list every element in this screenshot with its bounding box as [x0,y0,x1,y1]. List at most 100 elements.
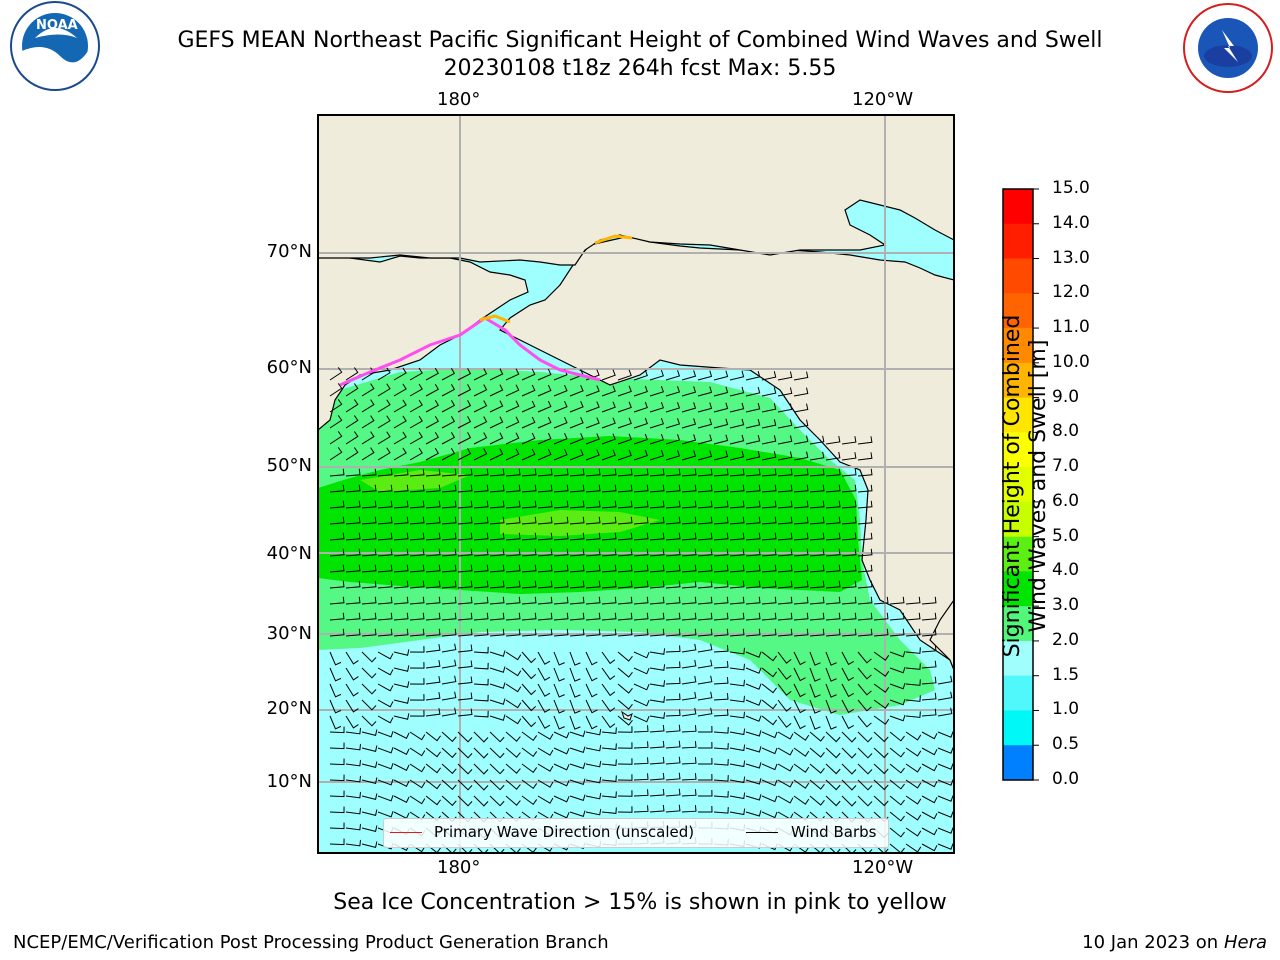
wind-barb [841,779,857,791]
wind-barb [825,468,841,477]
wind-barb [617,699,633,710]
wind-barb [713,548,729,557]
wind-barb [409,564,425,573]
wind-barb [601,484,617,493]
wind-barb [441,795,457,807]
wind-barb [473,694,489,702]
wind-barb [649,740,665,749]
wind-barb [665,740,681,749]
wind-barb [761,628,777,637]
wind-barb [745,548,761,557]
wind-barb [329,683,342,698]
wind-barb [857,468,873,477]
colorbar-tick-label: 5.0 [1052,525,1080,546]
wind-barb [441,500,457,509]
wind-barb [409,383,423,397]
wind-barb [617,758,633,765]
wind-barb [345,383,359,397]
wind-barb [745,418,761,429]
wind-barb [489,500,505,509]
wind-barb [521,416,536,429]
wind-barb [345,468,361,477]
wind-barb [329,431,343,445]
wind-barb [409,516,425,525]
wind-barb [393,596,409,605]
wind-barb [777,747,794,756]
wind-barb [441,612,457,621]
wind-barb [873,763,889,775]
wind-barb [809,548,825,557]
wind-barb [681,757,697,765]
wind-barb [777,500,793,509]
wind-barb [521,368,536,381]
wind-barb [777,435,793,445]
wind-barb [857,532,873,541]
wind-barb [393,532,409,541]
wind-barb [697,773,713,781]
wind-barb [537,564,553,573]
wind-barb [873,628,889,637]
wind-barb [649,580,665,589]
wind-barb [649,772,665,781]
wind-barb [793,651,806,666]
wind-barb [937,827,954,834]
wind-barb [601,791,617,798]
wind-barb [521,564,537,573]
wind-barb [713,500,729,509]
wind-barb [505,500,521,509]
wind-barb [793,435,809,445]
wind-barb [633,757,649,765]
wind-barb [633,683,650,691]
wind-barb [793,612,809,621]
wind-barb [841,564,857,573]
wind-barb [441,548,457,557]
wind-barb [857,580,873,589]
wind-barb [377,415,391,429]
wind-barb [409,612,425,621]
wind-barb [425,660,441,669]
wind-barb [681,691,697,701]
wind-barb [489,698,506,705]
colorbar-segment [1003,536,1033,572]
wind-barb [841,500,857,509]
wind-barb [745,810,762,817]
wind-barb [777,548,793,557]
wind-barb [329,715,342,730]
wind-barb [697,532,713,541]
wind-barb [841,667,854,682]
wind-barb [745,730,762,737]
wind-barb [617,596,633,605]
graticule [318,115,954,853]
wind-barb [921,731,938,740]
wind-barb [425,484,441,493]
wind-barb [377,580,393,589]
wind-barb [601,433,616,445]
wind-barb [409,468,425,477]
wind-barb [761,564,777,573]
wind-barb [377,516,393,525]
wind-barb [697,789,713,797]
wind-barb [425,676,441,685]
wind-barb [761,548,777,557]
wind-barb [457,384,472,397]
wind-barb [361,564,377,573]
wind-barb [649,532,665,541]
wind-barb [425,708,441,717]
wind-barb [745,468,761,477]
wind-barb [777,612,793,621]
wind-barb [857,500,873,509]
wind-barb [633,484,649,493]
wind-barb [521,651,536,664]
wind-barb [633,385,648,397]
wind-barb [793,628,809,637]
wind-barb [761,451,777,461]
colorbar-tick-label: 6.0 [1052,490,1080,511]
wind-barb [713,516,729,525]
wind-barb [473,628,489,637]
colorbar-frame [1002,188,1034,781]
wind-barb [441,564,457,573]
wind-barb [617,468,633,477]
wind-barb [553,795,570,803]
wind-barb [377,564,393,573]
